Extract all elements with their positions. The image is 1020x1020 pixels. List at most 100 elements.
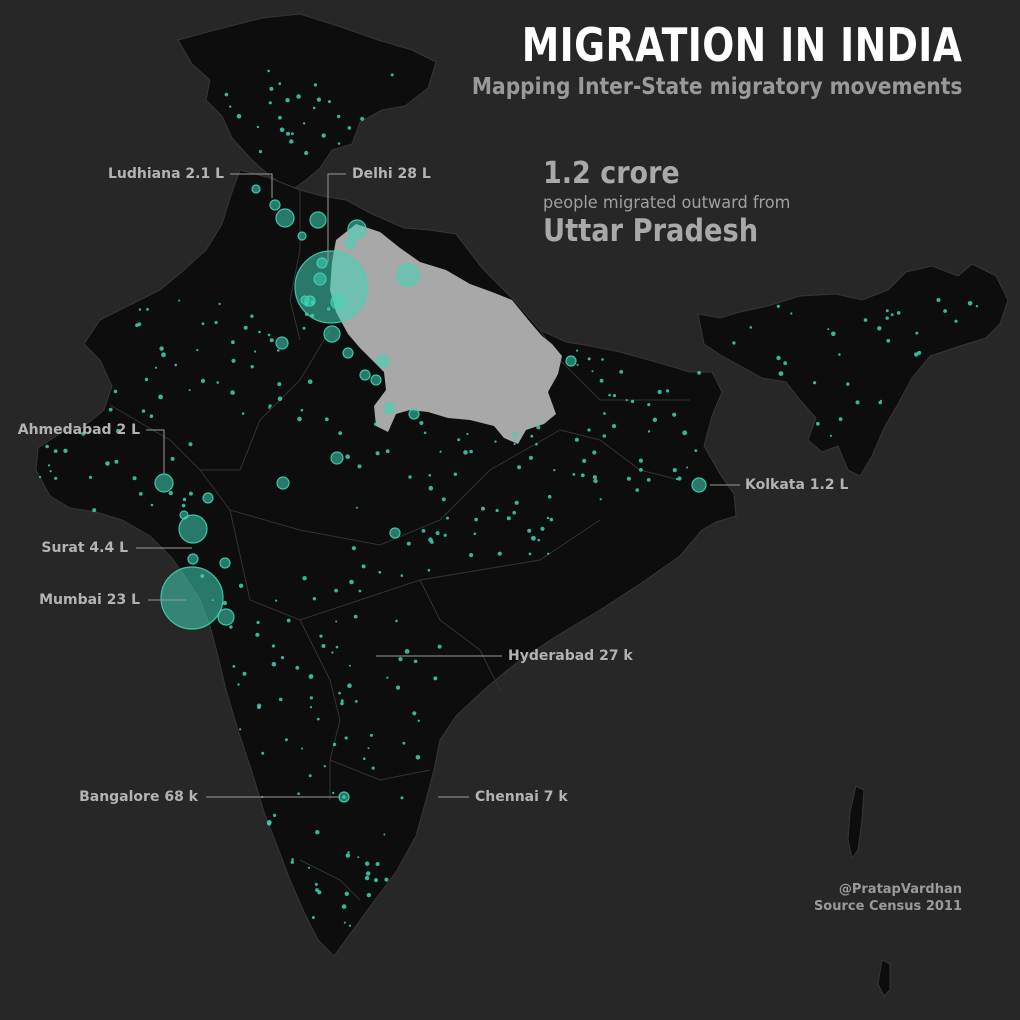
migration-dot [200,378,206,383]
city-label-surat: Surat 4.4 L [41,540,128,556]
migration-dot [307,379,313,385]
migration-dot [291,132,294,136]
migration-dot [473,532,477,536]
migration-dot [665,389,670,393]
migration-dot [576,349,579,352]
migration-dot [267,333,271,337]
migration-dot [312,106,316,110]
page-subtitle: Mapping Inter-State migratory movements [471,74,962,100]
migration-dot [168,490,173,496]
migration-dot [222,600,227,606]
migration-dot [321,133,326,138]
migration-dot [347,126,352,130]
migration-dot [625,399,628,402]
migration-dot [237,683,240,686]
migration-dot [886,338,891,343]
migration-dot [307,866,311,869]
migration-dot [308,774,312,778]
migration-dot [386,676,389,679]
migration-dot [437,644,442,649]
migration-dot [267,69,271,73]
migration-dot [347,683,352,688]
migration-dot [241,412,245,415]
migration-dot [672,468,677,473]
migration-dot [113,389,118,394]
migration-dot [154,366,158,369]
migration-dot [967,301,973,306]
migration-bubble [344,237,356,249]
migration-dot [161,352,166,358]
migration-dot [297,416,302,422]
migration-dot [512,432,518,438]
migration-dot [611,424,617,429]
migration-dot [400,574,404,577]
migration-dot [45,444,49,449]
migration-bubble [565,355,577,367]
migration-dot [790,312,793,315]
migration-dot [494,440,497,443]
migration-dot [778,371,784,376]
migration-dot [378,570,382,574]
migration-dot [132,476,137,481]
migration-dot [242,671,247,676]
migration-dot [344,736,348,740]
migration-dot [838,417,843,421]
migration-dot [553,469,556,472]
migration-dot [268,406,271,409]
migration-bubble [300,295,310,305]
migration-dot [105,461,110,466]
migration-dot [863,318,868,322]
credit-author: @PratapVardhan [838,882,962,897]
migration-dot [363,757,366,760]
migration-dot [255,632,260,637]
migration-dot [385,449,390,454]
migration-dot [885,316,889,320]
migration-dot [285,98,290,103]
migration-dot [646,478,651,482]
migration-dot [975,305,979,308]
migration-dot [497,551,502,556]
migration-dot [344,891,349,896]
city-label-chennai: Chennai 7 k [475,789,568,805]
migration-dot [936,298,941,302]
migration-dot [400,796,404,800]
migration-dot [351,546,356,551]
migration-dot [337,142,341,145]
migration-dot [338,431,343,435]
migration-dot [529,455,533,460]
migration-dot [816,421,820,426]
migration-dot [827,328,830,331]
migration-dot [954,319,958,323]
migration-dot [88,475,93,479]
migration-dot [506,516,511,521]
migration-dot [582,458,587,463]
migration-dot [549,517,554,522]
migration-dot [236,113,242,119]
migration-dot [280,656,285,660]
migration-dot [196,348,199,352]
highlight-region: Uttar Pradesh [543,213,759,249]
leader-line-ludhiana [230,173,273,198]
uttar-pradesh-highlight [330,224,562,444]
migration-bubble [275,208,295,228]
migration-dot [286,131,290,136]
migration-dot [345,454,351,460]
migration-dot [158,394,164,400]
migration-dot [535,442,538,446]
migration-dot [327,100,331,104]
migration-dot [296,94,301,99]
migration-bubble [202,492,214,504]
migration-dot [639,468,643,472]
migration-dot [257,705,261,709]
migration-dot [408,475,412,479]
migration-bubbles [154,184,707,803]
migration-dot [289,139,294,144]
migration-dot [349,579,354,585]
migration-dot [890,313,894,316]
migration-dot [332,791,335,795]
migration-dot [495,508,499,513]
migration-bubble [330,294,346,310]
migration-dot [250,314,254,318]
migration-dot [238,583,244,588]
migration-dot [277,349,280,352]
